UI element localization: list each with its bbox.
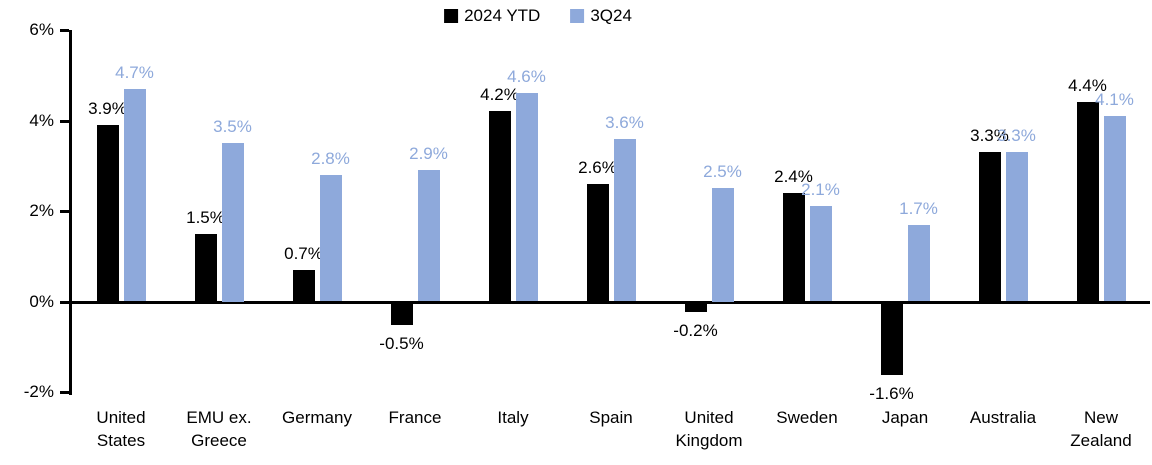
data-label-3q24: 4.6% (507, 67, 546, 87)
legend-label-3q24: 3Q24 (590, 6, 632, 25)
data-label-3q24: 3.5% (213, 117, 252, 137)
data-label-2024-ytd: 1.5% (186, 207, 225, 227)
bar-3q24 (1005, 152, 1028, 302)
category-label: Sweden (776, 408, 838, 427)
bar-2024-ytd (292, 269, 315, 302)
bar-2024-ytd (1076, 102, 1099, 302)
bar-3q24 (1103, 115, 1126, 302)
legend-swatch-3q24 (570, 9, 585, 23)
category-label: United Kingdom (675, 408, 743, 450)
y-axis-tick-label: -2% (23, 382, 54, 401)
category-label: France (388, 408, 442, 427)
data-label-3q24: 2.9% (409, 144, 448, 164)
bar-2024-ytd (194, 233, 217, 302)
category-label: New Zealand (1070, 408, 1132, 450)
data-label-2024-ytd: -0.5% (379, 334, 424, 354)
legend-item-3q24: 3Q24 (570, 6, 632, 26)
bar-3q24 (417, 170, 440, 302)
bar-2024-ytd (978, 152, 1001, 302)
data-label-2024-ytd: 0.7% (284, 243, 323, 263)
data-label-2024-ytd: 4.4% (1068, 76, 1107, 96)
data-label-2024-ytd: -1.6% (869, 383, 914, 403)
data-label-3q24: 3.6% (605, 112, 644, 132)
category-label: Spain (589, 408, 633, 427)
legend-label-2024-ytd: 2024 YTD (464, 6, 541, 25)
data-label-3q24: 4.7% (115, 62, 154, 82)
legend-swatch-2024-ytd (444, 9, 459, 23)
data-label-2024-ytd: 4.2% (480, 85, 519, 105)
bar-3q24 (123, 88, 146, 302)
bar-2024-ytd (782, 192, 805, 302)
chart-legend: 2024 YTD 3Q24 (444, 6, 632, 26)
bar-2024-ytd (488, 111, 511, 302)
data-label-3q24: 3.3% (997, 126, 1036, 146)
data-label-2024-ytd: 3.9% (88, 99, 127, 119)
y-axis-tick (60, 391, 69, 394)
category-label: Japan (881, 408, 929, 427)
bar-3q24 (613, 138, 636, 302)
data-label-2024-ytd: 3.3% (970, 126, 1009, 146)
bar-3q24 (221, 143, 244, 302)
data-label-3q24: 2.8% (311, 148, 350, 168)
y-axis-tick (60, 210, 69, 213)
bar-3q24 (809, 206, 832, 302)
y-axis-tick-label: 2% (29, 201, 54, 220)
data-label-2024-ytd: 2.4% (774, 166, 813, 186)
y-axis-line (69, 30, 72, 395)
data-label-3q24: 1.7% (899, 198, 938, 218)
bar-2024-ytd (880, 302, 903, 375)
y-axis-tick (60, 29, 69, 32)
y-axis-tick (60, 300, 69, 304)
y-axis-tick-label: 4% (29, 110, 54, 130)
category-label: Australia (969, 408, 1037, 427)
category-label: United States (96, 408, 146, 450)
data-label-3q24: 2.5% (703, 162, 742, 182)
bar-2024-ytd (96, 125, 119, 302)
legend-item-2024-ytd: 2024 YTD (444, 6, 540, 26)
bar-3q24 (711, 188, 734, 302)
bar-2024-ytd (684, 302, 707, 312)
category-label: Italy (497, 408, 529, 427)
data-label-2024-ytd: 2.6% (578, 157, 617, 177)
y-axis-tick-label: 0% (29, 291, 54, 311)
x-axis-line (69, 300, 1150, 304)
bar-2024-ytd (586, 183, 609, 302)
bar-3q24 (907, 224, 930, 302)
y-axis-tick-label: 6% (29, 20, 54, 39)
bar-3q24 (515, 93, 538, 302)
bar-3q24 (319, 174, 342, 302)
data-label-3q24: 4.1% (1095, 89, 1134, 109)
category-label: Germany (282, 408, 352, 427)
y-axis-tick (60, 119, 69, 123)
bar-2024-ytd (390, 302, 413, 326)
category-label: EMU ex. Greece (186, 408, 252, 450)
data-label-3q24: 2.1% (801, 180, 840, 200)
data-label-2024-ytd: -0.2% (673, 320, 718, 340)
